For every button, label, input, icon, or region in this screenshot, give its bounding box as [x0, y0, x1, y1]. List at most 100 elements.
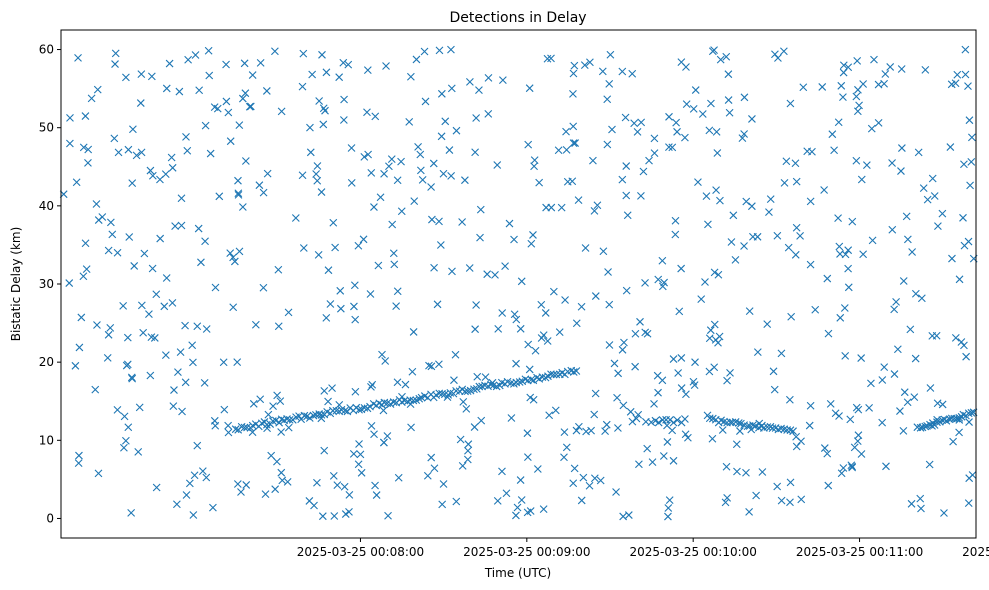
detection-marker [555, 328, 564, 336]
detection-marker [964, 499, 973, 507]
detection-marker [463, 455, 472, 464]
detection-marker [331, 243, 340, 252]
detection-marker [539, 331, 548, 340]
detection-marker [878, 418, 887, 427]
detection-marker [309, 411, 318, 420]
detection-marker [314, 250, 323, 259]
detection-marker [415, 394, 424, 403]
detection-marker [855, 101, 863, 110]
detection-marker [673, 416, 682, 424]
detection-marker [951, 334, 960, 342]
detection-marker [355, 405, 363, 414]
detection-marker [374, 261, 383, 270]
detection-marker [712, 127, 721, 136]
detection-marker [206, 149, 215, 158]
detection-marker [215, 192, 224, 201]
detection-marker [274, 265, 283, 274]
detection-marker [780, 425, 789, 434]
detection-marker [388, 220, 397, 229]
detection-marker [456, 435, 465, 444]
detection-marker [571, 139, 580, 147]
detection-marker [928, 174, 937, 183]
detection-marker [359, 235, 368, 244]
detection-marker [132, 151, 141, 160]
detection-marker [724, 96, 733, 104]
detection-marker [844, 264, 853, 273]
detection-marker [669, 456, 678, 465]
detection-marker [501, 262, 509, 271]
detection-marker [317, 414, 326, 423]
detection-marker [321, 106, 329, 115]
detection-marker [510, 380, 518, 388]
detection-marker [897, 144, 906, 152]
detection-marker [429, 159, 438, 168]
detection-marker [177, 194, 186, 203]
detection-marker [742, 468, 750, 477]
detection-marker [933, 418, 941, 427]
detection-marker [393, 176, 402, 185]
y-axis: 0 10 20 30 40 50 60 [39, 43, 61, 525]
x-tick-label: 2025-03-25 00:12:00 [962, 545, 989, 559]
detection-marker [312, 170, 321, 178]
detection-marker [619, 512, 628, 521]
detection-marker [634, 410, 643, 419]
detection-marker [529, 376, 538, 385]
detection-marker [103, 353, 112, 362]
detection-marker [226, 137, 235, 146]
detection-marker [84, 158, 92, 167]
detection-marker [663, 438, 672, 446]
detection-marker [435, 46, 444, 55]
detection-marker [731, 256, 740, 264]
detection-marker [344, 60, 353, 69]
detection-marker [322, 313, 331, 322]
detection-marker [770, 385, 779, 394]
detection-marker [427, 362, 436, 371]
detection-marker [712, 186, 720, 194]
detection-marker [181, 321, 189, 330]
detection-marker [900, 388, 909, 397]
detection-marker [146, 371, 155, 380]
detection-marker [659, 452, 668, 460]
detection-marker [114, 148, 123, 157]
detection-marker [106, 218, 115, 227]
detection-marker [226, 249, 235, 258]
detection-marker [867, 124, 876, 133]
detection-marker [357, 468, 366, 477]
detection-marker [524, 340, 533, 349]
detection-marker [785, 395, 794, 404]
detection-marker [711, 336, 720, 344]
detection-marker [200, 378, 209, 387]
detection-marker [376, 193, 385, 202]
detection-marker [681, 415, 689, 423]
detection-marker [209, 503, 217, 512]
detection-marker [510, 310, 519, 319]
detection-marker [525, 365, 534, 374]
detection-marker [669, 418, 678, 427]
detection-marker [233, 480, 242, 488]
detection-marker [224, 421, 233, 430]
detection-marker [724, 70, 733, 79]
detection-marker [512, 511, 520, 520]
detection-marker [691, 358, 699, 367]
detection-marker [951, 79, 960, 88]
detection-marker [660, 278, 668, 287]
detection-marker [382, 62, 390, 70]
detection-marker [590, 207, 599, 215]
detection-marker [593, 201, 602, 210]
detection-marker [690, 381, 699, 390]
detection-marker [605, 341, 614, 349]
detection-marker [336, 304, 345, 313]
detection-marker [261, 490, 270, 499]
detection-marker [738, 134, 747, 142]
detection-marker [111, 60, 119, 68]
detection-marker [777, 424, 785, 433]
detection-marker [366, 290, 375, 298]
detection-marker [193, 441, 202, 450]
detection-marker [284, 423, 293, 432]
detection-marker [791, 250, 800, 259]
detection-marker [628, 69, 637, 78]
detection-marker [148, 171, 157, 180]
detection-marker [706, 326, 715, 335]
detection-marker [789, 427, 797, 436]
detection-marker [916, 423, 925, 432]
